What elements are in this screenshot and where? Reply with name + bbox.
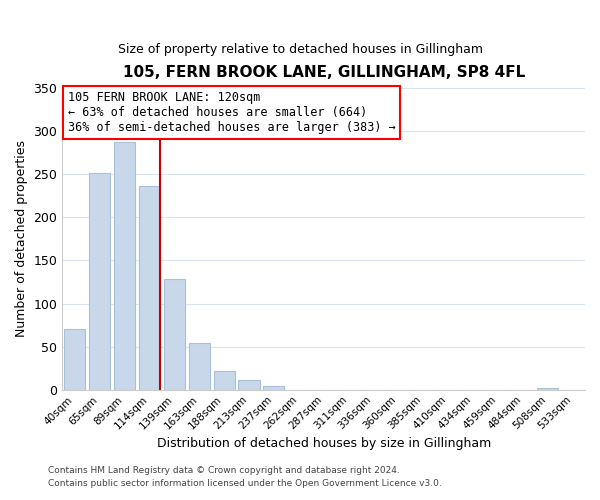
Bar bbox=[537, 388, 558, 390]
Bar bbox=[64, 330, 85, 390]
Bar bbox=[263, 386, 284, 390]
X-axis label: Distribution of detached houses by size in Gillingham: Distribution of detached houses by size … bbox=[157, 437, 491, 450]
Text: Contains HM Land Registry data © Crown copyright and database right 2024.
Contai: Contains HM Land Registry data © Crown c… bbox=[48, 466, 442, 487]
Y-axis label: Number of detached properties: Number of detached properties bbox=[15, 140, 28, 338]
Bar bbox=[89, 174, 110, 390]
Bar bbox=[214, 371, 235, 390]
Bar bbox=[188, 343, 210, 390]
Title: 105, FERN BROOK LANE, GILLINGHAM, SP8 4FL: 105, FERN BROOK LANE, GILLINGHAM, SP8 4F… bbox=[122, 65, 525, 80]
Text: Size of property relative to detached houses in Gillingham: Size of property relative to detached ho… bbox=[118, 42, 482, 56]
Bar bbox=[139, 186, 160, 390]
Bar bbox=[238, 380, 260, 390]
Bar bbox=[164, 280, 185, 390]
Text: 105 FERN BROOK LANE: 120sqm
← 63% of detached houses are smaller (664)
36% of se: 105 FERN BROOK LANE: 120sqm ← 63% of det… bbox=[68, 91, 395, 134]
Bar bbox=[114, 142, 135, 390]
